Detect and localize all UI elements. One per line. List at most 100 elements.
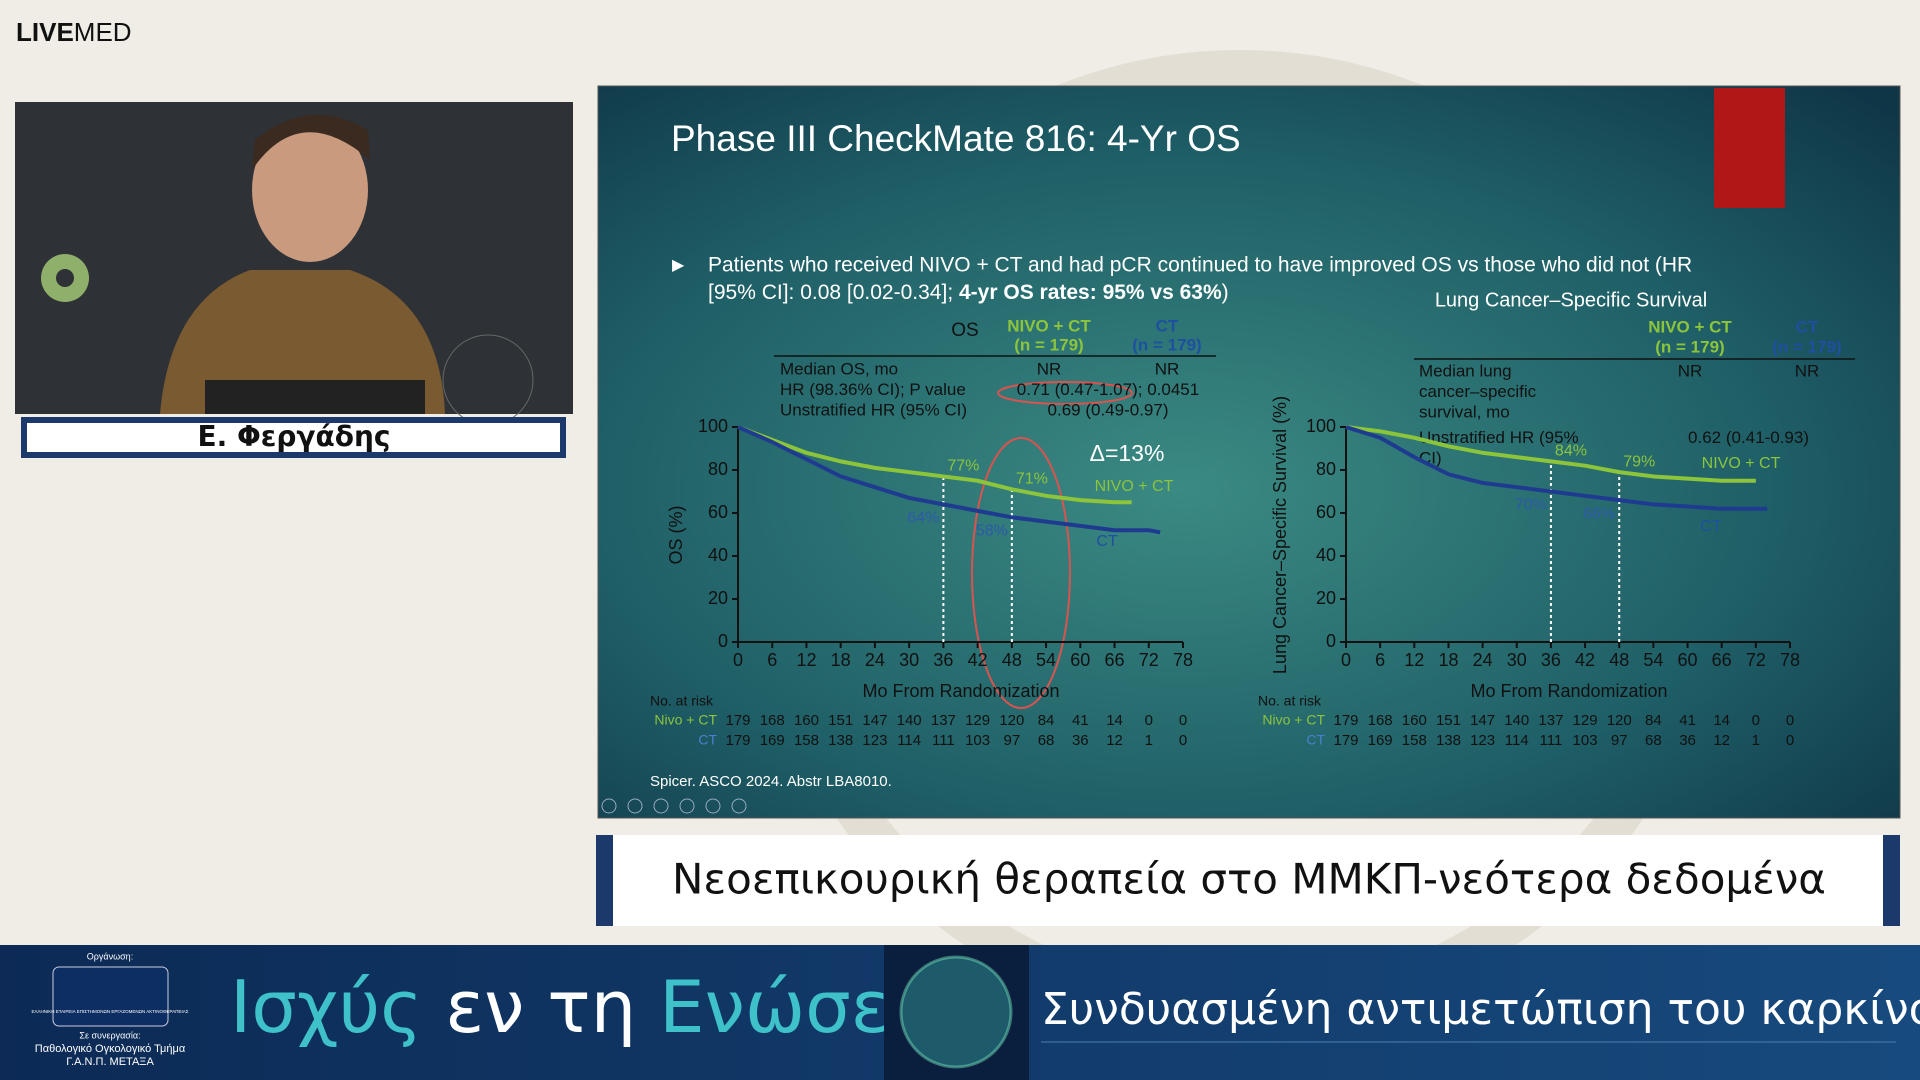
- y-tick-label: 100: [1306, 416, 1336, 436]
- risk-count: 41: [1679, 712, 1696, 729]
- x-tick-label: 66: [1712, 650, 1732, 670]
- risk-count: 158: [794, 732, 819, 749]
- risk-count: 168: [1368, 712, 1393, 729]
- table-row-label: Unstratified HR (95%: [1419, 428, 1579, 447]
- series-label: CT: [1700, 518, 1722, 535]
- risk-count: 158: [1402, 732, 1427, 749]
- series-label: NIVO + CT: [1702, 455, 1781, 472]
- risk-count: 120: [1607, 712, 1632, 729]
- speaker-head: [252, 118, 368, 262]
- x-tick-label: 66: [1105, 650, 1125, 670]
- organizer-logo-text: ΕΛΛΗΝΙΚΗ ΕΤΑΙΡΕΙΑ ΕΠΙΣΤΗΜΟΝΩΝ ΕΡΓΑΖΟΜΕΝΩ…: [32, 1009, 189, 1014]
- motto-word: εν τη: [422, 965, 659, 1049]
- table-header: CT: [1796, 317, 1819, 336]
- table-header: (n = 179): [1655, 337, 1724, 356]
- rate-annotation: 84%: [1555, 443, 1587, 460]
- table-cell: NR: [1795, 361, 1820, 380]
- rate-annotation: 71%: [1016, 471, 1048, 488]
- km-curve: [737, 425, 1132, 505]
- nav-btn[interactable]: [705, 798, 721, 814]
- risk-count: 0: [1786, 712, 1794, 729]
- y-tick-label: 0: [718, 631, 728, 651]
- risk-count: 41: [1072, 712, 1089, 729]
- bullet-text: [95% CI]: 0.08 [0.02-0.34];: [708, 281, 959, 304]
- risk-count: 0: [1786, 732, 1794, 749]
- x-tick-label: 78: [1173, 650, 1193, 670]
- risk-count: 111: [932, 732, 955, 749]
- logo: LIVEMED: [16, 17, 132, 47]
- x-tick-label: 12: [796, 650, 816, 670]
- bullet-text: ): [1222, 281, 1229, 304]
- risk-count: 1: [1145, 732, 1153, 749]
- partner: Παθολογικό Ογκολογικό Τμήμα: [35, 1043, 186, 1055]
- risk-count: 84: [1645, 712, 1662, 729]
- risk-count: 129: [1573, 712, 1598, 729]
- risk-count: 179: [725, 712, 750, 729]
- series-label: NIVO + CT: [1095, 478, 1174, 495]
- risk-count: 0: [1179, 732, 1187, 749]
- organizer-logo: [52, 966, 169, 1027]
- risk-label: CT: [698, 732, 717, 748]
- rate-annotation: 66%: [1583, 505, 1615, 522]
- x-tick-label: 0: [1341, 650, 1351, 670]
- risk-count: 160: [1402, 712, 1427, 729]
- logo-live: LIVE: [16, 17, 74, 47]
- table-cell: 0.71 (0.47-1.07); 0.0451: [1017, 380, 1199, 399]
- partner-label: Σε συνεργασία:: [79, 1030, 140, 1040]
- risk-count: 151: [828, 712, 853, 729]
- highlight: [971, 437, 1071, 709]
- nav-btn[interactable]: [679, 798, 695, 814]
- table-row-label: Median OS, mo: [780, 359, 898, 378]
- speaker-name: Ε. Φεργάδης: [197, 420, 390, 453]
- video: [15, 102, 573, 426]
- risk-count: 137: [931, 712, 956, 729]
- caption-bar: [596, 835, 1900, 926]
- risk-count: 114: [897, 732, 921, 749]
- table-header: (n = 179): [1132, 335, 1201, 354]
- risk-count: 169: [1368, 732, 1393, 749]
- y-tick-label: 0: [1326, 631, 1336, 651]
- y-tick-label: 40: [708, 545, 728, 565]
- risk-count: 97: [1004, 732, 1021, 749]
- bullet-line: [95% CI]: 0.08 [0.02-0.34]; 4-yr OS rate…: [708, 281, 1229, 304]
- risk-label: CT: [1306, 732, 1325, 748]
- risk-count: 12: [1106, 732, 1123, 749]
- nav-btn[interactable]: [731, 798, 747, 814]
- table-cell: 0.69 (0.49-0.97): [1048, 400, 1169, 419]
- nav-btn[interactable]: [627, 798, 643, 814]
- risk-count: 169: [760, 732, 785, 749]
- x-tick-label: 48: [1609, 650, 1629, 670]
- organizer-label: Οργάνωση:: [87, 951, 133, 961]
- x-tick-label: 24: [865, 650, 885, 670]
- risk-count: 147: [862, 712, 887, 729]
- charts: OS NIVO + CT(n = 179)CT(n = 179)Median OS…: [650, 289, 1855, 749]
- y-axis-label: Lung Cancer–Specific Survival (%): [1270, 396, 1290, 674]
- slide-tag: [1714, 88, 1785, 208]
- laptop: [205, 380, 425, 414]
- x-tick-label: 0: [733, 650, 743, 670]
- risk-count: 138: [828, 732, 853, 749]
- table-cell: NR: [1678, 361, 1703, 380]
- motto: Ισχύς εν τη Ενώσει: [230, 965, 914, 1049]
- risk-label: Nivo + CT: [654, 712, 717, 728]
- risk-count: 114: [1505, 732, 1529, 749]
- x-tick-label: 6: [767, 650, 777, 670]
- reference: Spicer. ASCO 2024. Abstr LBA8010.: [650, 773, 892, 790]
- risk-count: 68: [1645, 732, 1662, 749]
- slide-title: Phase III CheckMate 816: 4-Yr OS: [671, 118, 1241, 159]
- x-tick-label: 72: [1139, 650, 1159, 670]
- x-tick-label: 30: [899, 650, 919, 670]
- table-row-label: cancer–specific: [1419, 382, 1537, 401]
- caption-edge: [1883, 835, 1900, 926]
- y-tick-label: 40: [1316, 545, 1336, 565]
- risk-count: 140: [1504, 712, 1529, 729]
- km-curve: [1345, 425, 1756, 483]
- x-tick-label: 54: [1643, 650, 1663, 670]
- nav-btn[interactable]: [653, 798, 669, 814]
- risk-count: 14: [1106, 712, 1123, 729]
- x-tick-label: 12: [1404, 650, 1424, 670]
- nav-btn[interactable]: [601, 798, 617, 814]
- x-tick-label: 60: [1678, 650, 1698, 670]
- bullet-marker: ▶: [672, 257, 685, 274]
